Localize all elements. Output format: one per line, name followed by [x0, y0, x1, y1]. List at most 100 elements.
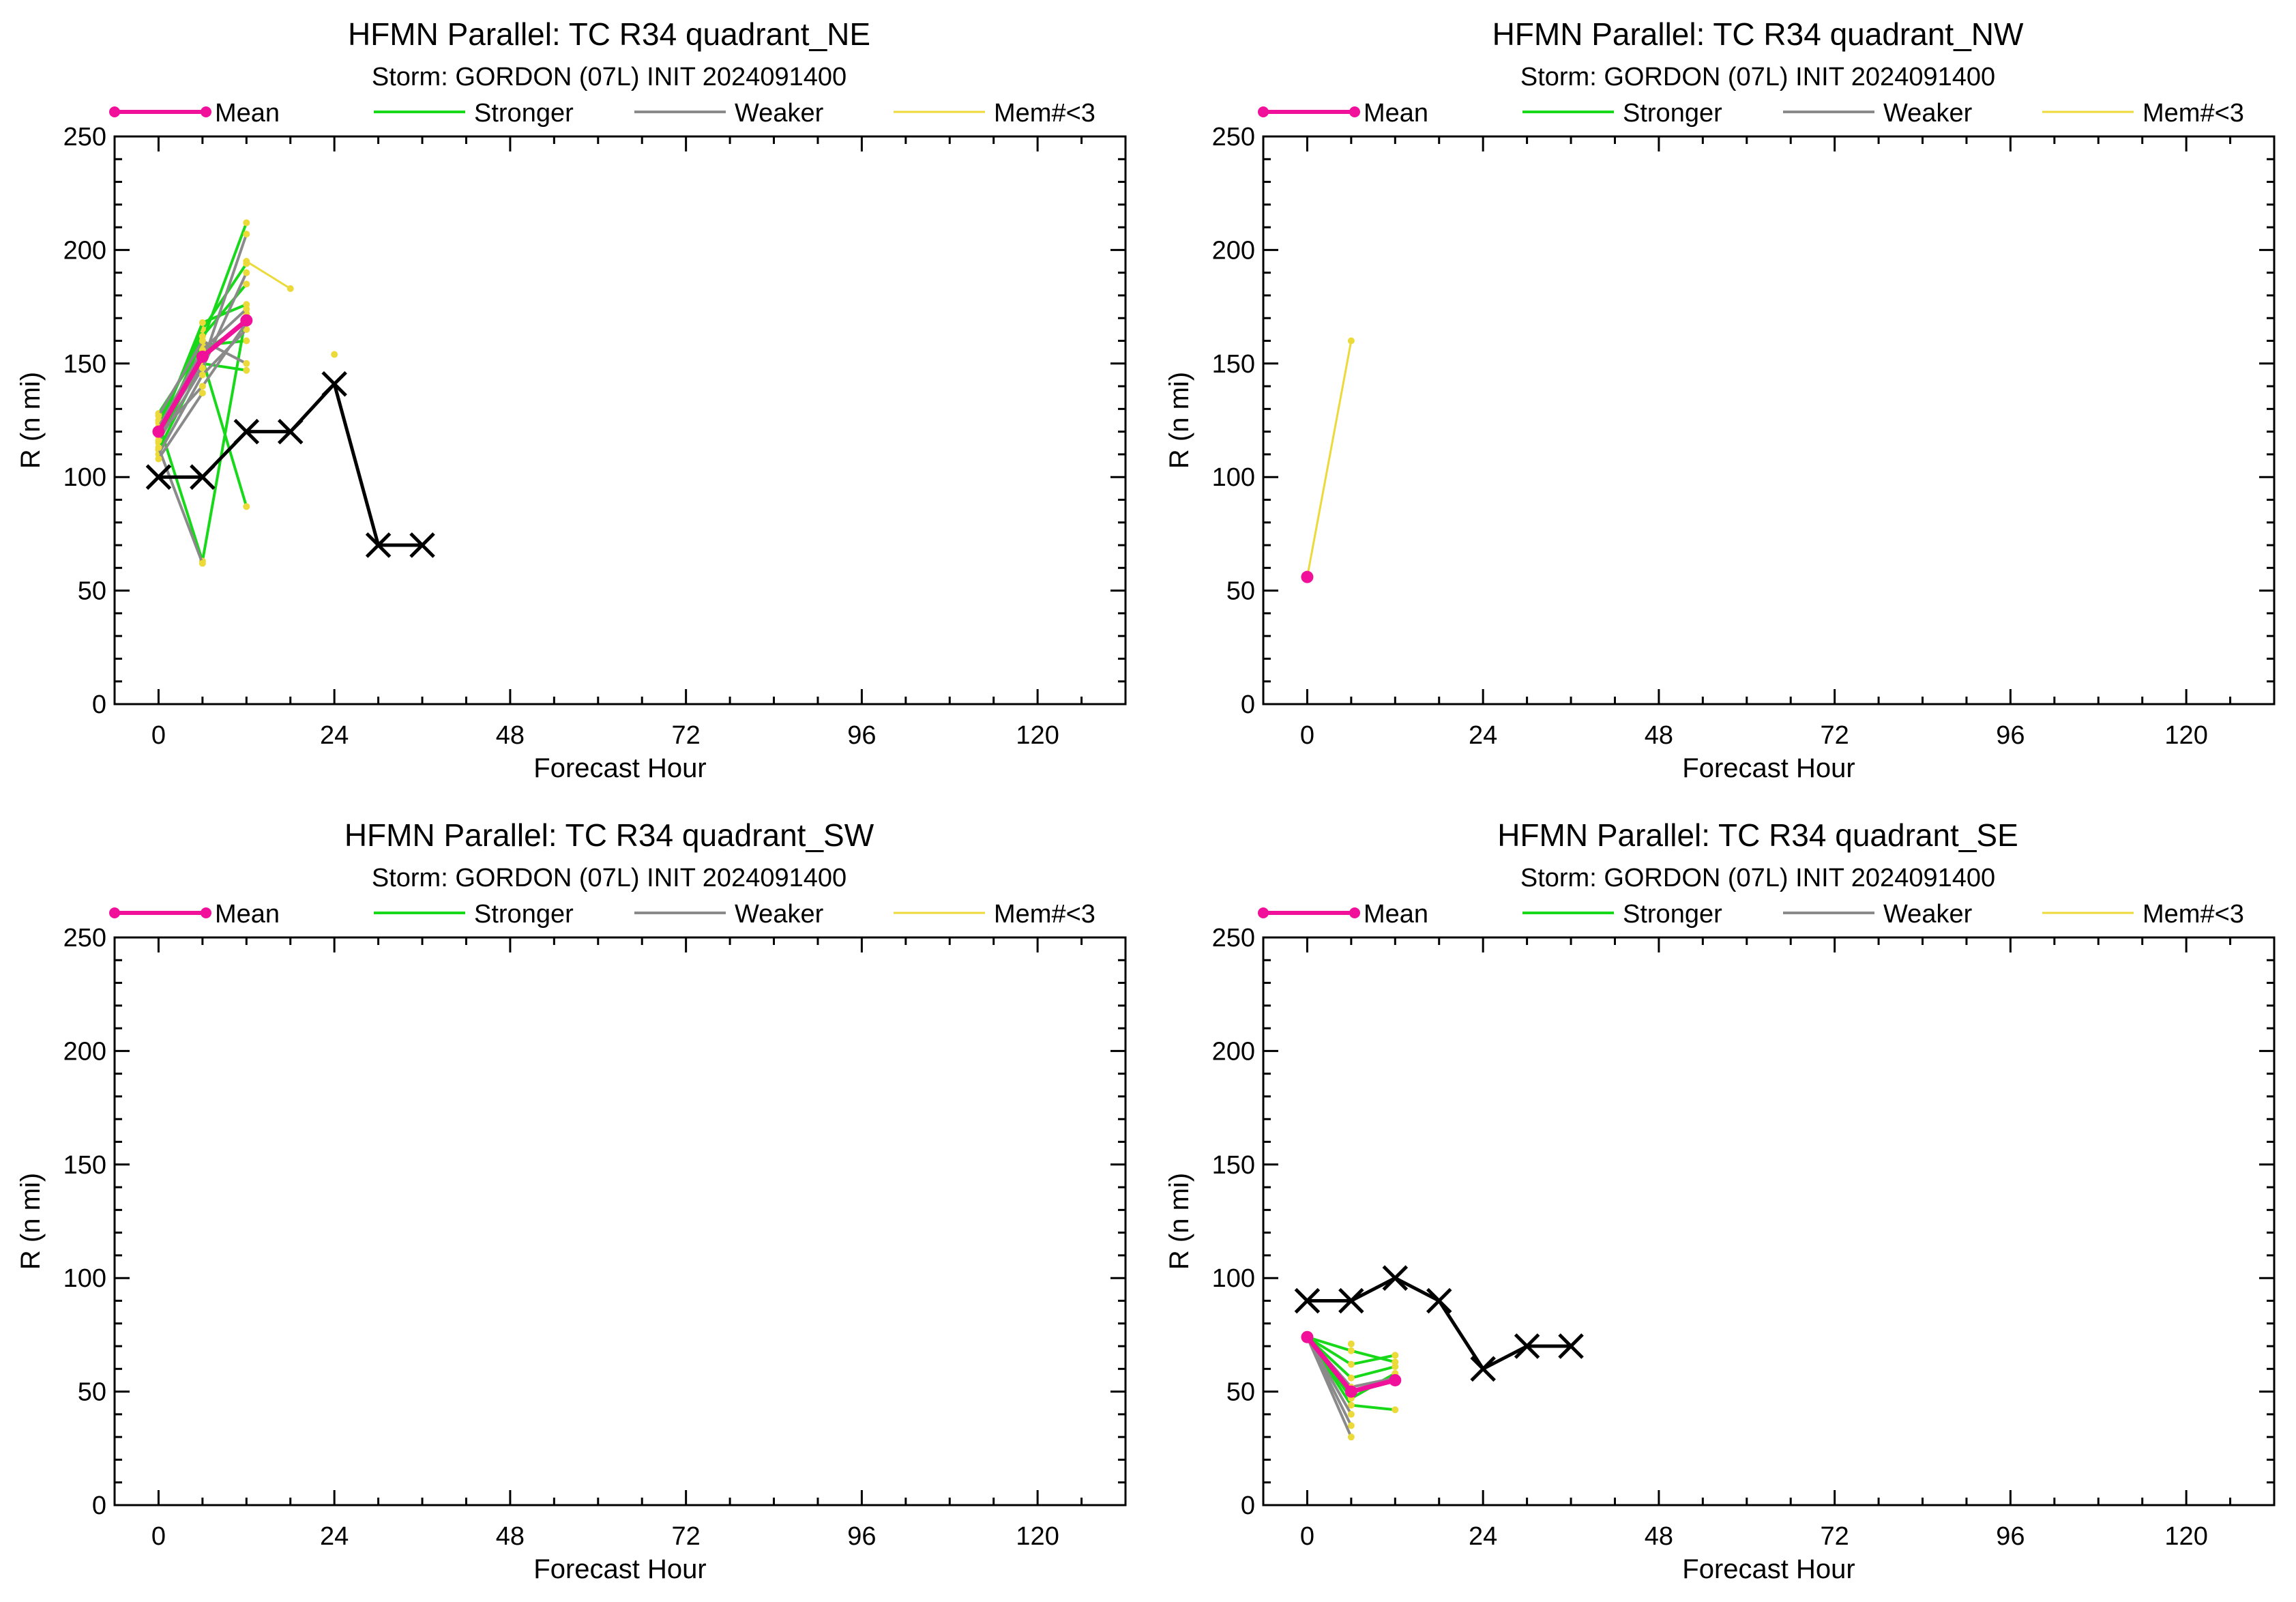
x-tick-label: 72: [1821, 1522, 1849, 1551]
chart-subtitle: Storm: GORDON (07L) INIT 2024091400: [372, 864, 847, 892]
chart-title: HFMN Parallel: TC R34 quadrant_SW: [344, 817, 874, 853]
legend-label-mem_lt3: Mem#<3: [2143, 900, 2244, 929]
x-tick-label: 96: [1996, 1522, 2025, 1551]
member-point: [1347, 1347, 1355, 1354]
member-point: [1392, 1406, 1399, 1414]
legend-marker-mean: [109, 907, 120, 918]
member-point: [1347, 337, 1355, 345]
legend-label-stronger: Stronger: [1623, 99, 1722, 128]
x-tick-label: 120: [2164, 721, 2207, 750]
member-point: [1347, 1360, 1355, 1368]
member-point: [198, 559, 206, 567]
x-tick-label: 120: [1016, 721, 1059, 750]
best-track-x-marker: [145, 464, 172, 490]
plot-frame: [1262, 135, 2276, 705]
member-line-weaker: [157, 447, 204, 564]
chart-panel-3: HFMN Parallel: TC R34 quadrant_SW Storm: …: [16, 817, 1127, 1584]
x-tick-label: 96: [1996, 721, 2025, 750]
best-track-line: [1307, 1276, 1572, 1371]
legend-marker-mean: [201, 907, 211, 918]
legend-label-weaker: Weaker: [1883, 99, 1973, 128]
x-axis-label: Forecast Hour: [1682, 753, 1855, 783]
best-track-x-marker: [321, 370, 347, 397]
member-point: [198, 383, 206, 390]
member-point: [1347, 1340, 1355, 1348]
chart-subtitle: Storm: GORDON (07L) INIT 2024091400: [372, 63, 847, 91]
y-tick-label: 250: [63, 924, 106, 952]
x-tick-label: 72: [672, 1522, 701, 1551]
x-tick-label: 120: [2164, 1522, 2207, 1551]
member-point: [243, 325, 250, 333]
member-point: [198, 319, 206, 326]
member-point: [243, 269, 250, 276]
plot-frame: [113, 936, 1127, 1506]
y-tick-label: 50: [1226, 577, 1255, 606]
y-axis-label: R (n mi): [1164, 1173, 1194, 1270]
y-tick-label: 100: [1212, 1264, 1255, 1293]
chart-title: HFMN Parallel: TC R34 quadrant_NW: [1492, 16, 2024, 52]
member-line-mem_lt3: [1306, 340, 1353, 577]
chart-subtitle: Storm: GORDON (07L) INIT 2024091400: [1520, 63, 1995, 91]
x-tick-label: 48: [496, 721, 525, 750]
member-point: [1392, 1352, 1399, 1359]
y-tick-label: 0: [1241, 1491, 1255, 1520]
member-point: [243, 219, 250, 227]
x-tick-label: 24: [320, 721, 349, 750]
x-tick-label: 0: [151, 1522, 166, 1551]
member-point: [1347, 1422, 1355, 1429]
x-tick-label: 72: [672, 721, 701, 750]
member-point: [243, 360, 250, 367]
x-axis-label: Forecast Hour: [533, 1554, 706, 1584]
legend-marker-mean: [109, 106, 120, 117]
plot-frame: [113, 135, 1127, 705]
chart-panel-1: HFMN Parallel: TC R34 quadrant_NE Storm: …: [16, 16, 1127, 783]
best-track-x-marker: [1558, 1333, 1584, 1359]
best-track-x-marker: [409, 532, 435, 558]
y-axis-label: R (n mi): [16, 1173, 46, 1270]
y-tick-label: 50: [1226, 1378, 1255, 1407]
x-tick-label: 120: [1016, 1522, 1059, 1551]
best-track-x-marker: [1470, 1356, 1496, 1382]
y-tick-label: 0: [92, 1491, 106, 1520]
member-point: [243, 503, 250, 510]
chart-panel-2: HFMN Parallel: TC R34 quadrant_NW Storm: …: [1164, 16, 2276, 783]
y-tick-label: 100: [63, 1264, 106, 1293]
legend-label-mem_lt3: Mem#<3: [994, 900, 1095, 929]
member-point: [243, 305, 250, 312]
mean-point: [240, 314, 253, 327]
best-track-x-marker: [190, 464, 216, 490]
legend-label-weaker: Weaker: [735, 900, 824, 929]
member-point: [155, 443, 162, 451]
y-tick-label: 150: [63, 1151, 106, 1180]
y-tick-label: 50: [78, 577, 106, 606]
legend-label-mem_lt3: Mem#<3: [2143, 99, 2244, 128]
chart-title: HFMN Parallel: TC R34 quadrant_SE: [1497, 817, 2018, 853]
legend-label-stronger: Stronger: [474, 99, 574, 128]
member-point: [198, 390, 206, 397]
x-tick-label: 24: [1469, 721, 1497, 750]
chart-title: HFMN Parallel: TC R34 quadrant_NE: [348, 16, 870, 52]
member-point: [1347, 1410, 1355, 1418]
member-point: [243, 231, 250, 238]
x-tick-label: 48: [1645, 1522, 1673, 1551]
legend-label-weaker: Weaker: [735, 99, 824, 128]
member-point: [1347, 1401, 1355, 1409]
x-tick-label: 96: [847, 721, 876, 750]
y-tick-label: 150: [1212, 1151, 1255, 1180]
member-point: [243, 280, 250, 288]
member-point: [155, 437, 162, 444]
y-axis-label: R (n mi): [16, 372, 46, 469]
legend-label-stronger: Stronger: [474, 900, 574, 929]
x-tick-label: 72: [1821, 721, 1849, 750]
legend-label-mean: Mean: [1364, 99, 1428, 128]
x-tick-label: 48: [1645, 721, 1673, 750]
y-tick-label: 50: [78, 1378, 106, 1407]
y-tick-label: 250: [1212, 123, 1255, 151]
legend-marker-mean: [1258, 106, 1269, 117]
x-axis-label: Forecast Hour: [1682, 1554, 1855, 1584]
y-tick-label: 150: [1212, 350, 1255, 379]
legend-label-stronger: Stronger: [1623, 900, 1722, 929]
member-point: [155, 412, 162, 420]
best-track-x-marker: [1338, 1287, 1364, 1314]
